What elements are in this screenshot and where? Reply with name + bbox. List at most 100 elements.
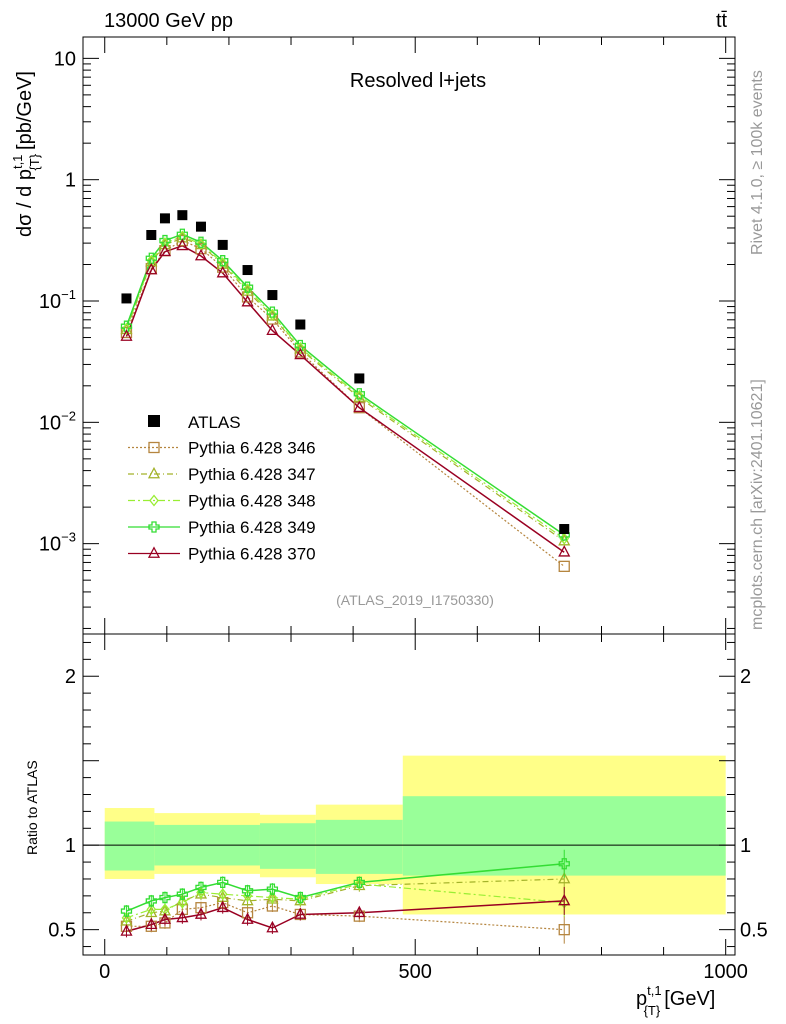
main-point-p370-0 [120, 329, 133, 341]
ratio-point-p349-1 [145, 895, 157, 907]
ratio-point-p348-7 [267, 891, 278, 904]
main-point-p349-1 [145, 252, 157, 264]
main-point-p370-3 [176, 238, 189, 251]
x-tick-label: 0 [99, 961, 110, 983]
legend-label-p347: Pythia 6.428 347 [188, 465, 316, 484]
x-tick-label: 500 [399, 961, 432, 983]
main-point-p348-2 [160, 237, 170, 250]
main-point-p349-7 [266, 306, 279, 318]
ratio-point-p349-8 [294, 891, 306, 904]
ratio-point-p348-9 [354, 878, 365, 891]
y-tick-label: 10 [54, 48, 76, 70]
main-series-markers [120, 210, 571, 572]
ratio-point-p348-0 [121, 911, 132, 924]
main-point-p349-0 [120, 320, 133, 332]
legend-label-p370: Pythia 6.428 370 [188, 545, 316, 564]
header-energy: 13000 GeV pp [104, 10, 233, 32]
band-green-2 [259, 823, 316, 869]
analysis-id: (ATLAS_2019_I1750330) [336, 592, 494, 608]
main-point-p370-10 [558, 545, 571, 557]
y-axis-label: dσ / d pt,1 {T}[pb/GeV] [10, 71, 42, 237]
main-point-p370-5 [216, 265, 229, 278]
main-point-p370-7 [266, 323, 279, 336]
main-point-p349-4 [195, 236, 207, 248]
ratio-point-p370-1 [145, 917, 158, 929]
ratio-point-p370-3 [176, 910, 189, 923]
atlas-point-0 [121, 293, 132, 304]
ratio-point-p349-7 [266, 883, 279, 895]
legend-marker-p370 [147, 546, 161, 558]
ratio-point-p347-10 [558, 871, 571, 884]
legend-label-p349: Pythia 6.428 349 [188, 518, 316, 537]
ratio-point-p348-1 [146, 903, 157, 916]
atlas-point-10 [559, 524, 570, 535]
rivet-version-label: Rivet 4.1.0, ≥ 100k events [749, 70, 766, 255]
ratio-point-p348-5 [217, 888, 228, 901]
ratio-point-p349-5 [217, 876, 229, 889]
main-point-p348-7 [267, 308, 278, 321]
ratio-point-p347-6 [241, 893, 254, 906]
main-point-p370-6 [241, 294, 254, 307]
atlas-point-6 [242, 265, 253, 276]
mcplots-label: mcplots.cern.ch [arXiv:2401.10621] [749, 379, 766, 630]
legend: ATLAS Pythia 6.428 346 Pythia 6.428 347 Pyt… [128, 413, 316, 564]
ratio-point-p370-4 [194, 907, 208, 919]
ratio-point-p370-7 [266, 920, 279, 933]
ratio-point-p349-2 [159, 891, 171, 904]
ratio-point-p349-10 [558, 858, 570, 870]
x-axis-label: pt,1 {T}[GeV] [636, 983, 715, 1018]
main-point-p348-6 [242, 283, 253, 296]
ratio-point-p349-0 [120, 905, 133, 917]
atlas-point-7 [267, 290, 278, 301]
main-line-p370 [125, 244, 565, 553]
atlas-point-1 [146, 229, 157, 240]
legend-marker-p347 [147, 466, 161, 479]
legend-marker-p348 [149, 494, 159, 507]
ratio-point-p348-8 [295, 893, 306, 906]
atlas-point-5 [217, 239, 228, 250]
y-tick-label: 1 [65, 170, 76, 192]
ratio-point-p370-10 [558, 893, 571, 906]
ratio-point-p348-3 [177, 896, 188, 909]
ratio-tick-label-right: 2 [740, 666, 751, 688]
y-tick-label: 10−2 [39, 408, 76, 434]
ratio-line-p347 [126, 878, 565, 922]
axes: 10−3 10−2 10−1 1 10 0.5 0.5 1 1 2 2 0 500 1000 [39, 36, 768, 983]
legend-marker-p349 [148, 521, 160, 533]
ratio-point-p349-4 [195, 881, 207, 894]
legend-atlas-label: ATLAS [188, 413, 241, 432]
main-line-p348 [125, 235, 565, 540]
main-point-p370-2 [158, 244, 172, 257]
main-point-p349-6 [241, 281, 254, 293]
ratio-point-p349-9 [353, 876, 365, 889]
legend-atlas-marker [148, 415, 160, 427]
header-process: tt̄ [716, 10, 728, 32]
atlas-point-9 [354, 373, 365, 384]
ratio-point-p370-9 [353, 905, 366, 918]
ratio-tick-label-left: 1 [65, 835, 76, 857]
ratio-point-p370-6 [241, 912, 254, 924]
ratio-tick-label-left: 0.5 [48, 920, 76, 942]
ratio-point-p348-6 [242, 889, 253, 902]
y-tick-label: 10−1 [39, 287, 76, 313]
band-green-0 [104, 821, 155, 871]
ratio-point-p370-5 [216, 900, 229, 913]
atlas-point-4 [195, 221, 206, 232]
main-point-p370-4 [194, 248, 208, 261]
main-point-p370-9 [353, 400, 366, 413]
ratio-point-p349-6 [241, 885, 254, 897]
ratio-point-p370-2 [158, 912, 172, 924]
main-point-p349-3 [176, 228, 189, 240]
main-frame [82, 36, 736, 635]
ratio-y-axis-label: Ratio to ATLAS [24, 760, 40, 855]
legend-label-p346: Pythia 6.428 346 [188, 439, 316, 458]
y-tick-label: 10−3 [39, 530, 76, 556]
ratio-tick-label-right: 1 [740, 835, 751, 857]
band-green-3 [315, 819, 403, 874]
atlas-point-8 [295, 319, 306, 330]
ratio-tick-label-right: 0.5 [740, 920, 768, 942]
ratio-point-p348-4 [196, 886, 206, 899]
atlas-point-2 [159, 213, 170, 224]
main-point-p346-10 [558, 560, 570, 572]
